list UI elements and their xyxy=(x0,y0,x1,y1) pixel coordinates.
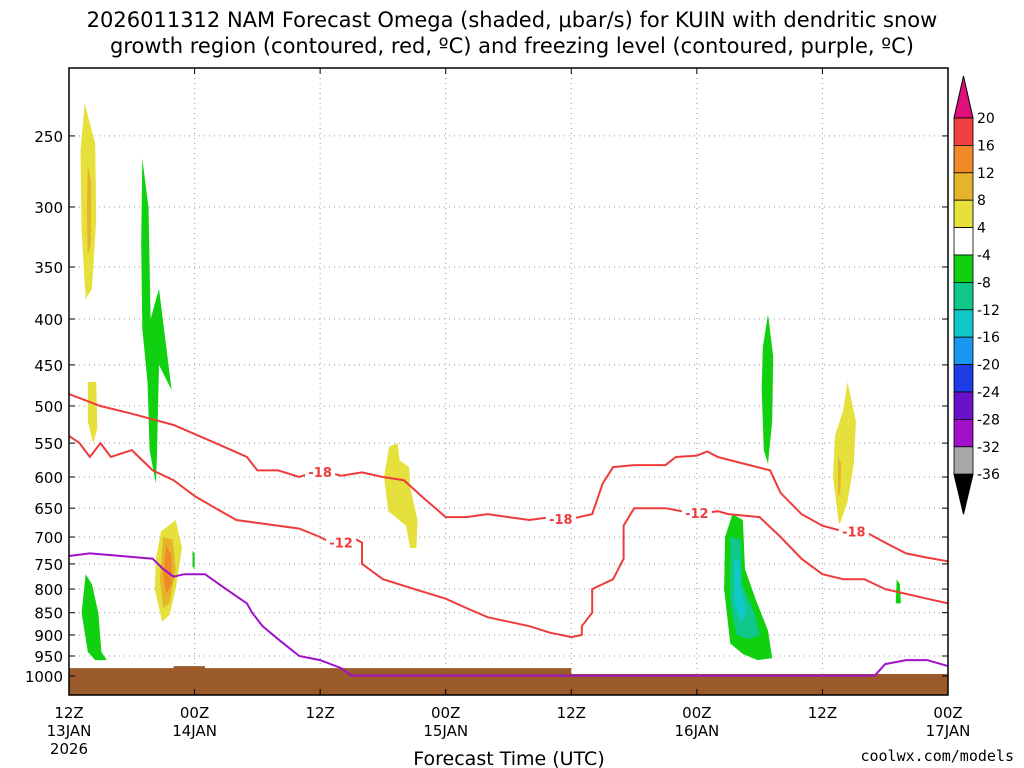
y-tick-label: 950 xyxy=(34,648,63,666)
y-tick-label: 400 xyxy=(34,311,63,329)
x-tick-label: 12Z xyxy=(305,704,334,722)
plot-background xyxy=(69,68,948,695)
isotherm-label-bg xyxy=(838,523,869,539)
freezing-level-line xyxy=(68,552,949,677)
chart-title-line2: growth region (contoured, red, ºC) and f… xyxy=(110,34,914,58)
colorbar-segment xyxy=(953,254,974,283)
plot-area: -18 -18 -18 -12 -12 250 300 350 400 450 500 550 600… xyxy=(25,67,971,758)
x-tick-label: 15JAN xyxy=(423,722,468,740)
x-tick-label: 17JAN xyxy=(926,722,971,740)
colorbar-label: -12 xyxy=(977,303,1000,319)
x-axis-title: Forecast Time (UTC) xyxy=(413,748,604,768)
colorbar-label: -16 xyxy=(977,330,1000,346)
omega-area-16 xyxy=(734,558,748,622)
x-tick-label: 00Z xyxy=(431,704,460,722)
y-tick-label: 750 xyxy=(34,556,63,574)
y-tick-label: 900 xyxy=(34,627,63,645)
isotherm-line--12 xyxy=(68,435,949,639)
colorbar-segment xyxy=(953,117,974,146)
y-tick-label: 300 xyxy=(34,199,63,217)
x-tick-label: 12Z xyxy=(54,704,83,722)
y-tick-label: 350 xyxy=(34,259,63,277)
omega-area-10 xyxy=(761,314,774,464)
colorbar-label: 16 xyxy=(977,138,995,154)
x-tick-label: 14JAN xyxy=(172,722,217,740)
omega-area-1 xyxy=(86,165,91,256)
colorbar-label: -8 xyxy=(977,275,991,291)
x-tick-label: 00Z xyxy=(933,704,962,722)
isotherm-label-bg xyxy=(305,463,336,479)
colorbar-segment xyxy=(953,336,974,366)
y-tick-label: 700 xyxy=(34,529,63,547)
isotherm-label: -18 xyxy=(308,466,332,481)
colorbar-label: 20 xyxy=(977,111,995,127)
omega-area-3 xyxy=(87,381,98,444)
isotherm-label: -18 xyxy=(549,513,573,528)
colorbar-label: -20 xyxy=(977,358,1000,374)
x-tick-label: 12Z xyxy=(808,704,837,722)
colorbar-label: -36 xyxy=(977,467,1000,483)
y-tick-label: 500 xyxy=(34,398,63,416)
plot-frame xyxy=(68,67,949,696)
colorbar-label: 8 xyxy=(977,193,986,209)
colorbar-top-triangle xyxy=(953,75,974,119)
omega-area-12 xyxy=(838,457,842,496)
colorbar-segment xyxy=(953,446,974,475)
ground-fill xyxy=(69,666,948,695)
x-tick-label: 00Z xyxy=(682,704,711,722)
x-tick-label: 2026 xyxy=(50,740,88,758)
colorbar-label: 4 xyxy=(977,221,986,237)
x-tick-label: 12Z xyxy=(557,704,586,722)
isotherm-label: -12 xyxy=(685,507,709,522)
y-tick-label: 550 xyxy=(34,435,63,453)
y-tick-label: 450 xyxy=(34,357,63,375)
omega-area-2 xyxy=(141,158,172,484)
freezing-level-contour xyxy=(68,552,949,677)
colorbar-label: 12 xyxy=(977,166,995,182)
colorbar-bottom-triangle xyxy=(953,473,974,515)
y-tick-label: 650 xyxy=(34,500,63,518)
x-tick-label: 13JAN xyxy=(47,722,92,740)
credit-text: coolwx.com/models xyxy=(860,747,1014,765)
omega-area-9 xyxy=(384,443,418,548)
colorbar-segment xyxy=(953,418,974,448)
colorbar-label: -28 xyxy=(977,412,1000,428)
chart-title-line1: 2026011312 NAM Forecast Omega (shaded, μ… xyxy=(87,8,938,32)
colorbar-segment xyxy=(953,364,974,393)
isotherm-label-bg xyxy=(326,534,357,550)
y-tick-label: 250 xyxy=(34,128,63,146)
colorbar: 20 16 12 8 4 -4 -8 -12 -16 -20 -24 -28 -32 -36 xyxy=(953,75,1000,515)
x-tick-label: 16JAN xyxy=(674,722,719,740)
pressure-axis: 250 300 350 400 450 500 550 600 650 700 750 800 850 9… xyxy=(25,128,948,686)
colorbar-segment xyxy=(953,227,974,256)
colorbar-segment xyxy=(953,281,974,311)
y-tick-label: 1000 xyxy=(25,668,63,686)
isotherm-label: -12 xyxy=(329,537,353,552)
isotherm-label: -18 xyxy=(842,525,866,540)
colorbar-segment xyxy=(953,172,974,201)
colorbar-label: -32 xyxy=(977,440,1000,456)
omega-area-6 xyxy=(163,545,172,594)
y-tick-label: 600 xyxy=(34,469,63,487)
colorbar-segment xyxy=(953,199,974,228)
y-tick-label: 800 xyxy=(34,581,63,599)
omega-shading xyxy=(80,103,901,661)
dendritic-isotherm-contours: -18 -18 -18 -12 -12 xyxy=(68,393,949,639)
colorbar-label: -24 xyxy=(977,385,1000,401)
isotherm-label-bg xyxy=(545,510,576,526)
isotherm-label-bg xyxy=(681,504,712,520)
colorbar-label: -4 xyxy=(977,248,991,264)
omega-area-8 xyxy=(81,574,107,661)
colorbar-segment xyxy=(953,144,974,174)
ground-surface xyxy=(69,666,948,695)
colorbar-segment xyxy=(953,309,974,338)
omega-area-7 xyxy=(192,550,195,570)
y-tick-label: 850 xyxy=(34,605,63,623)
x-tick-label: 00Z xyxy=(180,704,209,722)
colorbar-segment xyxy=(953,391,974,420)
